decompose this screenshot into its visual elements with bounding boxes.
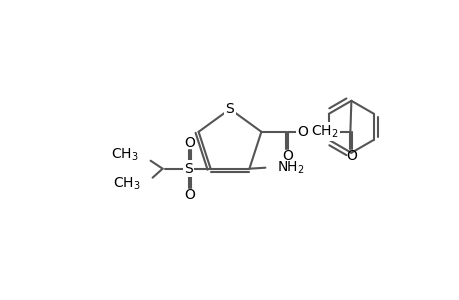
Text: O: O — [297, 125, 307, 139]
Text: CH$_3$: CH$_3$ — [111, 146, 138, 163]
Text: O: O — [184, 136, 195, 150]
Text: CH$_3$: CH$_3$ — [113, 176, 140, 192]
Text: NH$_2$: NH$_2$ — [277, 160, 304, 176]
Text: O: O — [184, 188, 195, 202]
Text: S: S — [225, 102, 234, 116]
Text: O: O — [281, 149, 292, 163]
Text: O: O — [345, 149, 356, 163]
Text: CH$_2$: CH$_2$ — [310, 124, 337, 140]
Text: S: S — [184, 162, 193, 176]
